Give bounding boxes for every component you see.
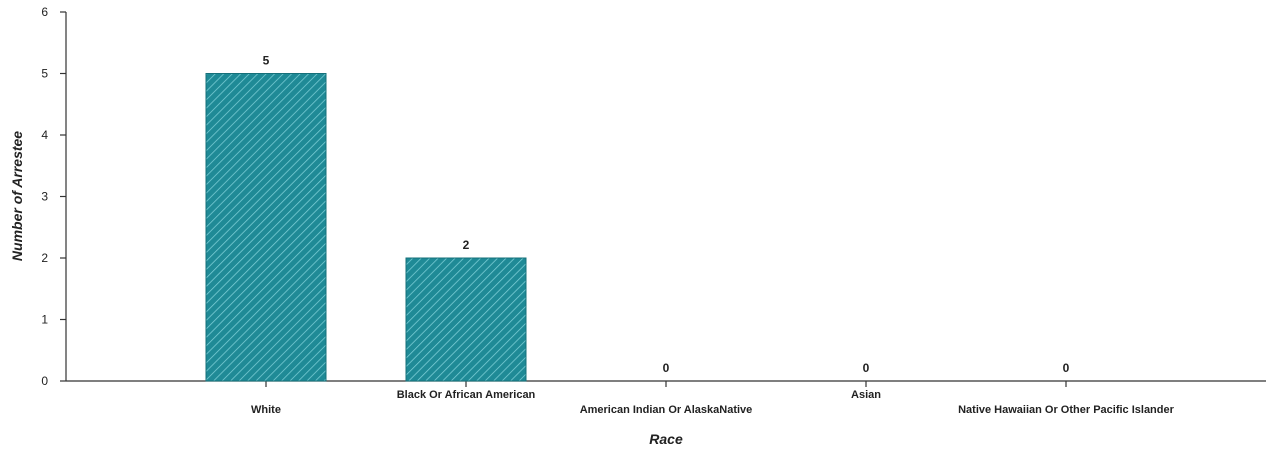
y-tick-label: 0 xyxy=(41,374,48,388)
bar xyxy=(405,257,527,382)
data-label: 0 xyxy=(1063,361,1070,375)
category-label: Native Hawaiian Or Other Pacific Islande… xyxy=(958,404,1175,416)
data-label: 0 xyxy=(663,361,670,375)
y-tick-label: 2 xyxy=(41,251,48,265)
category-labels: White Black Or African American American I… xyxy=(251,389,1175,416)
y-axis-title: Number of Arrestee xyxy=(9,131,25,261)
data-labels: 5 2 0 0 0 xyxy=(263,54,1070,376)
y-tick-label: 4 xyxy=(41,128,48,142)
bar xyxy=(205,73,327,382)
x-axis xyxy=(66,380,1266,387)
bars xyxy=(205,73,527,382)
category-label: American Indian Or AlaskaNative xyxy=(580,404,753,416)
category-label: Black Or African American xyxy=(397,389,536,401)
category-label: Asian xyxy=(851,389,881,401)
x-axis-title: Race xyxy=(649,431,683,447)
y-tick-label: 3 xyxy=(41,190,48,204)
y-axis: 0 1 2 3 4 5 6 xyxy=(41,5,67,388)
y-tick-label: 5 xyxy=(41,67,48,81)
y-tick-label: 1 xyxy=(41,313,48,327)
data-label: 2 xyxy=(463,238,470,252)
y-tick-label: 6 xyxy=(41,5,48,19)
category-label: White xyxy=(251,404,281,416)
data-label: 5 xyxy=(263,54,270,68)
data-label: 0 xyxy=(863,361,870,375)
